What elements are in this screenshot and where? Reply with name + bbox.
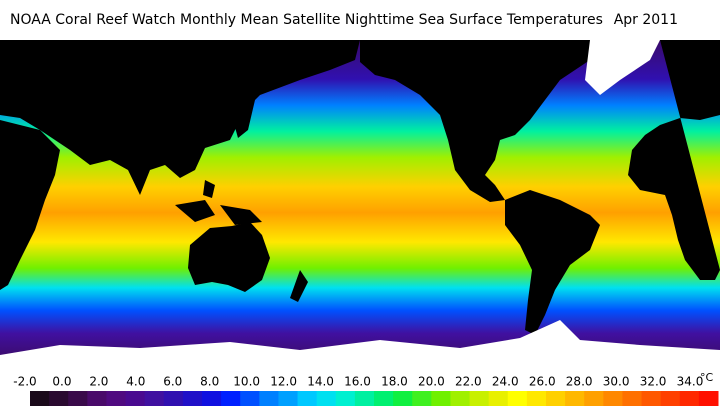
colorbar-swatch [354, 391, 375, 406]
land-islands [175, 180, 262, 225]
map [0, 40, 720, 366]
colorbar-swatch [450, 391, 471, 406]
colorbar-tick-label: 0.0 [52, 375, 71, 389]
colorbar-swatch [603, 391, 623, 406]
colorbar-swatch [488, 391, 509, 406]
land-africa-east [0, 120, 60, 290]
colorbar-swatch [546, 391, 566, 406]
colorbar-tick-label: 4.0 [126, 375, 145, 389]
colorbar-tick-label: 24.0 [492, 375, 519, 389]
map-title: NOAA Coral Reef Watch Monthly Mean Satel… [10, 12, 603, 28]
colorbar-swatch [221, 391, 241, 406]
land-eurasia [0, 40, 360, 195]
ice-greenland [585, 40, 660, 95]
colorbar-swatch [163, 391, 184, 406]
land-australia [188, 222, 270, 292]
colorbar-swatch [278, 391, 299, 406]
colorbar-swatch [431, 391, 451, 406]
colorbar-tick-label: 32.0 [640, 375, 667, 389]
colorbar-tick-label: 18.0 [381, 375, 408, 389]
colorbar-tick-label: 2.0 [89, 375, 108, 389]
map-date: Apr 2011 [614, 12, 678, 28]
land-africa-europe [628, 40, 720, 280]
land-north-america [360, 40, 600, 202]
colorbar-swatch [240, 391, 260, 406]
colorbar-unit: °C [700, 371, 714, 384]
colorbar-tick-label: 20.0 [418, 375, 445, 389]
colorbar-swatch [316, 391, 337, 406]
colorbar-swatch [526, 391, 547, 406]
colorbar-swatch [297, 391, 318, 406]
colorbar-swatch [374, 391, 394, 406]
colorbar-swatch [412, 391, 432, 406]
colorbar-swatch [698, 391, 719, 406]
colorbar-swatch [30, 391, 50, 406]
colorbar-swatch [259, 391, 279, 406]
colorbar-tick-label: 30.0 [603, 375, 630, 389]
colorbar: -2.0 0.0 2.0 4.0 6.0 8.0 10.0 12.0 14.0 16.0 18.0 2… [13, 371, 719, 406]
colorbar-tick-label: 28.0 [566, 375, 593, 389]
colorbar-swatch [679, 391, 700, 406]
colorbar-swatch [202, 391, 222, 406]
land-new-zealand [290, 270, 308, 302]
colorbar-tick-label: 12.0 [270, 375, 297, 389]
colorbar-tick-label: 34.0 [677, 375, 704, 389]
land-south-america [505, 190, 600, 335]
colorbar-tick-label: 22.0 [455, 375, 482, 389]
colorbar-tick-label: 8.0 [200, 375, 219, 389]
land-japan [233, 90, 255, 138]
colorbar-tick-label: 14.0 [307, 375, 334, 389]
ice-antarctica [0, 320, 720, 366]
colorbar-tick-label: 6.0 [163, 375, 182, 389]
colorbar-swatch [144, 391, 165, 406]
colorbar-swatch [641, 391, 662, 406]
colorbar-swatch [68, 391, 88, 406]
colorbar-swatch [335, 391, 356, 406]
colorbar-tick-label: -2.0 [13, 375, 36, 389]
colorbar-swatch [565, 391, 585, 406]
colorbar-swatch [106, 391, 127, 406]
colorbar-swatch [584, 391, 604, 406]
colorbar-swatch [125, 391, 146, 406]
colorbar-swatch [660, 391, 681, 406]
colorbar-swatch [469, 391, 490, 406]
colorbar-tick-label: 26.0 [529, 375, 556, 389]
colorbar-swatch [182, 391, 203, 406]
colorbar-swatch [507, 391, 528, 406]
colorbar-swatch [393, 391, 413, 406]
colorbar-swatch [87, 391, 107, 406]
colorbar-tick-label: 16.0 [344, 375, 371, 389]
colorbar-tick-label: 10.0 [233, 375, 260, 389]
colorbar-swatch [49, 391, 69, 406]
colorbar-swatch [622, 391, 643, 406]
